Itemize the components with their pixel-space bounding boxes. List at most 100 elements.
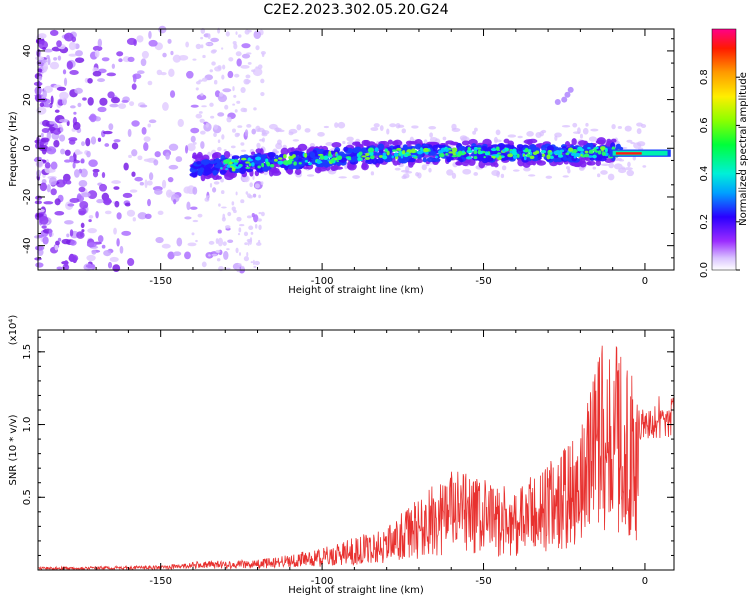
spectrogram-ridge-blob (457, 157, 462, 161)
spectrogram-ridge-blob (563, 157, 568, 161)
spectrogram-noise-blob (473, 172, 479, 176)
snr-x-ticks: -150 -100 -50 0 (63, 330, 648, 587)
spectrogram-ridge-highlight (595, 146, 599, 150)
snr-x-tick-label: -100 (311, 576, 334, 587)
spectrogram-noise-blob (495, 129, 501, 136)
spectrogram-noise-blob (618, 168, 627, 174)
spectrogram-noise-blob (68, 137, 78, 142)
spectrogram-noise-blob (227, 211, 232, 217)
snr-x-tick-label: -150 (149, 576, 172, 587)
spectrogram-ridge-highlight (357, 156, 362, 162)
spectrogram-noise-blob (129, 101, 135, 107)
spectrogram-noise-blob (128, 154, 132, 159)
spectrogram-noise-blob (306, 174, 315, 177)
spectrogram-noise-blob (245, 191, 249, 195)
spectrogram-noise-blob (168, 164, 179, 170)
spectrogram-noise-blob (255, 45, 260, 51)
spectrogram-y-tick-label: 0 (22, 145, 33, 151)
spectrogram-ridge-highlight (491, 155, 497, 159)
spectrogram-noise-blob (192, 219, 199, 223)
spectrogram-noise-blob (144, 179, 148, 189)
spectrogram-noise-blob (202, 54, 206, 59)
spectrogram-noise-blob (217, 237, 224, 247)
spectrogram-noise-blob (236, 58, 242, 67)
spectrogram-noise-blob (147, 80, 153, 86)
spectrogram-noise-blob (43, 48, 53, 53)
spectrogram-noise-blob (245, 74, 251, 79)
spectrogram-noise-blob (260, 91, 265, 97)
spectrogram-noise-blob (86, 242, 97, 248)
spectrogram-noise-blob (104, 143, 110, 147)
spectrogram-noise-blob (201, 261, 207, 268)
spectrogram-ridge-blob (255, 148, 263, 154)
spectrogram-noise-blob (632, 155, 637, 161)
spectrogram-noise-blob (131, 120, 140, 127)
spectrogram-ridge-blob (595, 160, 602, 167)
spectrogram-frame (37, 28, 675, 271)
spectrogram-noise-blob (238, 227, 242, 233)
spectrogram-noise-blob (35, 262, 44, 268)
spectrogram-noise-blob (64, 159, 71, 163)
spectrogram-noise-blob (37, 234, 45, 238)
spectrogram-noise-blob (191, 232, 195, 236)
spectrogram-ridge-blob (503, 138, 510, 144)
spectrogram-ridge-blob (309, 152, 316, 159)
spectrogram-noise-blob (97, 235, 104, 243)
spectrogram-noise-blob (195, 239, 198, 243)
spectrogram-ridge-blob (377, 143, 385, 150)
spectrogram-noise-blob (147, 198, 151, 207)
spectrogram-ridge-highlight (220, 167, 223, 170)
spectrogram-ridge-highlight (490, 147, 497, 152)
spectrogram-ridge-highlight (245, 161, 250, 164)
spectrogram-noise-blob (235, 247, 239, 254)
spectrogram-noise-blob (64, 220, 74, 225)
spectrogram-ridge-blob (579, 160, 587, 168)
spectrogram-noise-blob (126, 37, 137, 45)
spectrogram-ridge-blob (297, 143, 308, 152)
spectrogram-noise-blob (240, 149, 247, 152)
spectrogram-noise-blob (186, 201, 191, 211)
spectrogram-noise-blob (72, 162, 76, 169)
spectrogram-noise-blob (243, 231, 249, 237)
spectrogram-noise-blob (611, 124, 616, 130)
spectrogram-noise-blob (292, 139, 300, 142)
spectrogram-ridge-highlight (319, 155, 325, 160)
spectrogram-noise-blob (630, 141, 635, 145)
spectrogram-noise-blob (214, 90, 221, 98)
spectrogram-noise-blob (256, 242, 262, 246)
spectrogram-noise-blob (241, 43, 251, 49)
spectrogram-noise-blob (213, 132, 217, 138)
spectrogram-noise-blob (192, 58, 197, 61)
spectrogram-noise-blob (496, 170, 500, 178)
spectrogram-noise-blob (73, 111, 77, 115)
spectrogram-noise-blob (78, 186, 86, 193)
spectrogram-noise-blob (49, 29, 59, 36)
spectrogram-noise-blob (493, 136, 498, 144)
spectrogram-noise-blob (42, 46, 47, 50)
spectrogram-ridge-highlight (364, 156, 371, 160)
spectrogram-ridge-highlight (589, 149, 595, 152)
spectrogram-noise-blob (395, 122, 401, 129)
spectrogram-ridge-highlight (304, 159, 308, 163)
spectrogram-ridge-highlight (401, 150, 406, 155)
spectrogram-noise-blob (211, 253, 218, 256)
spectrogram-ridge-highlight (283, 154, 287, 159)
spectrogram-noise-blob (411, 125, 419, 129)
spectrogram-x-tick-label: -50 (475, 276, 491, 287)
spectrogram-ridge-blob (461, 140, 470, 146)
spectrogram-ridge-blob (196, 160, 202, 165)
spectrogram-ridge-highlight (439, 153, 445, 158)
spectrogram-noise-blob (205, 195, 211, 198)
spectrogram-noise-blob (42, 236, 49, 245)
spectrogram-noise-blob (235, 31, 238, 35)
spectrogram-noise-blob (240, 265, 245, 271)
spectrogram-noise-blob (186, 70, 194, 79)
spectrogram-noise-blob (168, 143, 179, 151)
spectrogram-noise-blob (567, 168, 571, 174)
spectrogram-noise-blob (232, 128, 236, 133)
spectrogram-noise-blob (86, 254, 96, 262)
spectrogram-ridge-highlight (335, 153, 339, 157)
spectrogram-ridge-blob (415, 158, 423, 164)
spectrogram-noise-blob (195, 43, 202, 50)
spectrogram-ridge-blob (458, 145, 466, 153)
